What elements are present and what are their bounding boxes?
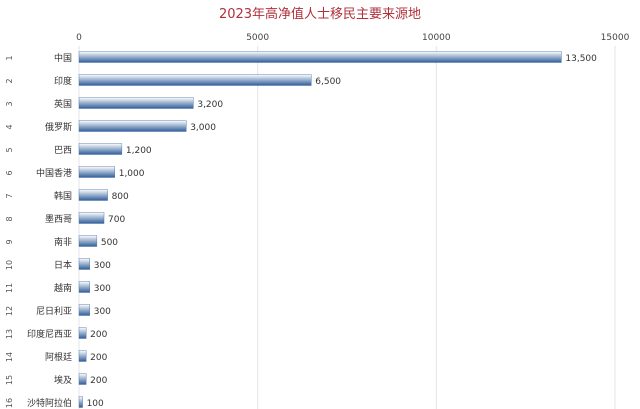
bar <box>78 350 87 362</box>
bar-row: 5 巴西 1,200 <box>5 143 152 156</box>
value-label: 3,000 <box>190 123 216 133</box>
bar <box>78 166 115 178</box>
bar <box>78 304 90 316</box>
rank-label: 9 <box>5 239 14 244</box>
bar <box>78 120 187 132</box>
x-tick-label: 10000 <box>422 33 451 43</box>
x-axis-ticks: 0 5000 10000 15000 <box>76 33 629 43</box>
value-label: 800 <box>112 192 129 202</box>
value-label: 300 <box>94 307 111 317</box>
bar <box>78 396 83 408</box>
category-label: 中国香港 <box>36 167 72 179</box>
rank-label: 15 <box>5 375 14 385</box>
value-label: 500 <box>101 238 118 248</box>
bar-row: 15 埃及 200 <box>5 373 108 386</box>
rank-label: 4 <box>5 124 14 129</box>
bar <box>78 327 87 339</box>
chart-title: 2023年高净值人士移民主要来源地 <box>219 6 421 22</box>
bar-row: 11 越南 300 <box>5 281 111 294</box>
category-label: 中国 <box>54 52 72 64</box>
category-label: 南非 <box>54 236 72 248</box>
bar <box>78 235 98 247</box>
category-label: 巴西 <box>54 145 72 156</box>
category-label: 印度 <box>54 75 72 87</box>
bar-row: 4 俄罗斯 3,000 <box>5 120 216 133</box>
rank-label: 6 <box>5 170 14 175</box>
bar-row: 3 英国 3,200 <box>5 97 223 110</box>
value-label: 13,500 <box>565 54 597 64</box>
bar-row: 2 印度 6,500 <box>5 74 341 87</box>
category-label: 沙特阿拉伯 <box>27 397 72 409</box>
value-label: 1,200 <box>126 146 152 156</box>
value-label: 700 <box>108 215 125 225</box>
rank-label: 3 <box>5 101 14 106</box>
category-label: 埃及 <box>54 374 72 386</box>
rank-label: 13 <box>5 329 14 339</box>
x-tick-label: 15000 <box>601 33 630 43</box>
category-label: 韩国 <box>54 190 72 202</box>
bar-row: 7 韩国 800 <box>5 189 129 202</box>
category-label: 越南 <box>54 282 72 294</box>
rank-label: 8 <box>5 216 14 221</box>
rank-label: 12 <box>5 306 14 316</box>
bar <box>78 97 194 109</box>
bar <box>78 189 108 201</box>
bar-row: 9 南非 500 <box>5 235 118 248</box>
value-label: 3,200 <box>197 100 223 110</box>
value-label: 300 <box>94 284 111 294</box>
category-label: 阿根廷 <box>45 351 72 363</box>
value-label: 1,000 <box>119 169 145 179</box>
value-label: 6,500 <box>315 77 341 87</box>
rank-label: 16 <box>5 398 14 408</box>
grid-lines <box>78 46 616 409</box>
value-label: 300 <box>94 261 111 271</box>
bar-row: 12 尼日利亚 300 <box>5 304 111 317</box>
bar <box>78 51 562 63</box>
bar-row: 1 中国 13,500 <box>5 51 597 64</box>
category-label: 尼日利亚 <box>36 305 72 317</box>
bar-rows: 1 中国 13,500 2 印度 6,500 3 英国 3,200 4 俄罗斯 3,000 5 巴西 1,2… <box>5 51 597 409</box>
bar <box>78 74 312 86</box>
value-label: 200 <box>90 353 107 363</box>
bar-row: 8 墨西哥 700 <box>5 212 125 225</box>
bar <box>78 143 123 155</box>
x-tick-label: 5000 <box>246 33 269 43</box>
rank-label: 10 <box>5 260 14 270</box>
bar-row: 13 印度尼西亚 200 <box>5 327 108 340</box>
bar-row: 10 日本 300 <box>5 258 111 271</box>
rank-label: 14 <box>5 352 14 362</box>
bar <box>78 258 90 270</box>
category-label: 印度尼西亚 <box>27 328 72 340</box>
category-label: 墨西哥 <box>45 214 72 225</box>
rank-label: 5 <box>5 147 14 152</box>
bar-row: 16 沙特阿拉伯 100 <box>5 396 104 409</box>
value-label: 100 <box>87 399 104 409</box>
rank-label: 7 <box>5 193 14 198</box>
bar-row: 14 阿根廷 200 <box>5 350 108 363</box>
bar <box>78 373 87 385</box>
value-label: 200 <box>90 376 107 386</box>
rank-label: 11 <box>5 283 14 293</box>
bar <box>78 281 90 293</box>
rank-label: 2 <box>5 78 14 83</box>
bar-row: 6 中国香港 1,000 <box>5 166 145 179</box>
category-label: 英国 <box>54 98 72 110</box>
rank-label: 1 <box>5 55 14 60</box>
category-label: 日本 <box>54 259 72 271</box>
value-label: 200 <box>90 330 107 340</box>
bar <box>78 212 105 224</box>
x-tick-label: 0 <box>76 33 82 43</box>
category-label: 俄罗斯 <box>45 121 72 133</box>
